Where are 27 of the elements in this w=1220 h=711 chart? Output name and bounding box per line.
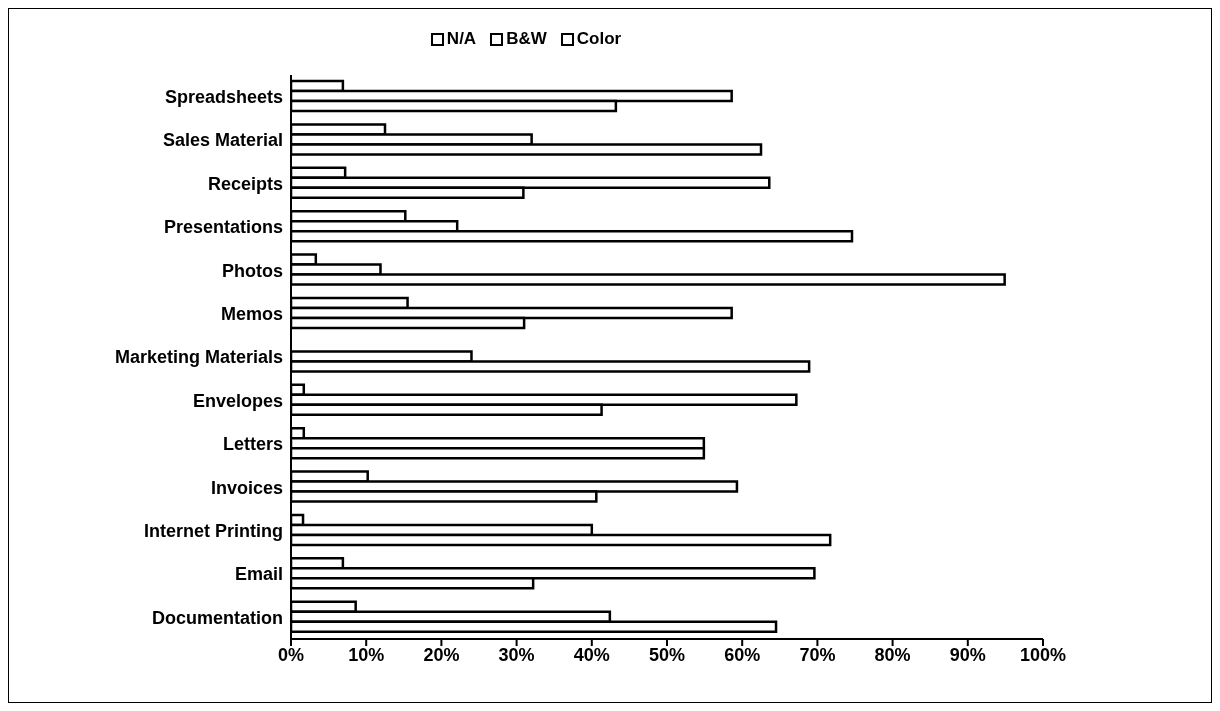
x-tick-label: 80% bbox=[874, 644, 911, 665]
x-tick-label: 30% bbox=[498, 644, 535, 665]
y-tick-label: Presentations bbox=[163, 217, 283, 238]
x-tick-label: 70% bbox=[799, 644, 836, 665]
legend-label: Color bbox=[576, 29, 622, 49]
x-tick-label: 20% bbox=[423, 644, 460, 665]
y-tick-label: Photos bbox=[222, 260, 283, 281]
y-tick-label: Documentation bbox=[151, 607, 283, 628]
x-tick-label: 60% bbox=[724, 644, 761, 665]
y-tick-label: Email bbox=[234, 564, 283, 585]
x-tick-label: 10% bbox=[348, 644, 385, 665]
y-tick-label: Spreadsheets bbox=[164, 87, 283, 108]
y-tick-label: Letters bbox=[222, 434, 283, 455]
y-tick-label: Sales Material bbox=[162, 130, 283, 151]
y-tick-label: Envelopes bbox=[192, 390, 283, 411]
y-tick-label: Invoices bbox=[210, 477, 283, 498]
y-tick-label: Memos bbox=[220, 304, 283, 325]
y-tick-label: Internet Printing bbox=[144, 520, 283, 541]
legend-label: B&W bbox=[506, 29, 547, 49]
x-tick-label: 0% bbox=[277, 644, 305, 665]
x-tick-label: 50% bbox=[648, 644, 686, 665]
y-tick-label: Marketing Materials bbox=[114, 347, 283, 368]
x-tick-label: 100% bbox=[1019, 644, 1067, 665]
x-tick-label: 40% bbox=[573, 644, 610, 665]
legend-label: N/A bbox=[446, 29, 477, 49]
y-tick-label: Receipts bbox=[207, 173, 283, 194]
x-tick-label: 90% bbox=[949, 644, 986, 665]
